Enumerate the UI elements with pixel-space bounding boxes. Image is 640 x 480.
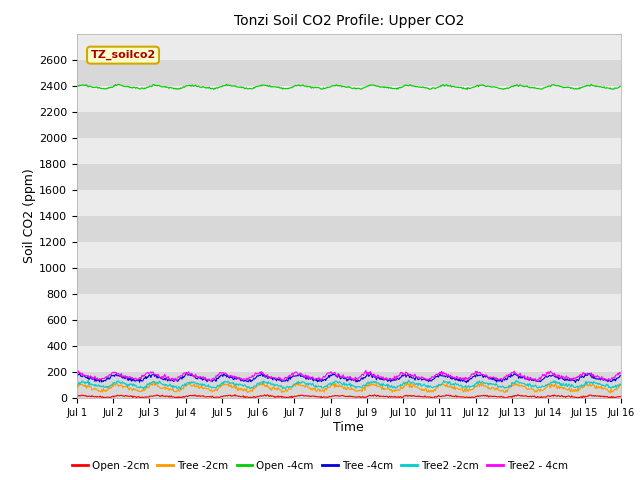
Tree2 - 4cm bbox=[416, 374, 424, 380]
Open -2cm bbox=[83, 394, 90, 399]
Tree -2cm bbox=[431, 388, 439, 394]
Text: TZ_soilco2: TZ_soilco2 bbox=[90, 50, 156, 60]
Tree2 -2cm bbox=[223, 379, 231, 385]
Tree2 -2cm bbox=[139, 385, 147, 391]
Open -4cm bbox=[194, 84, 202, 89]
Tree -4cm bbox=[223, 372, 231, 378]
Tree2 - 4cm bbox=[362, 367, 370, 373]
Open -4cm bbox=[83, 82, 90, 88]
Open -2cm bbox=[223, 393, 230, 398]
Open -4cm bbox=[463, 87, 471, 93]
Tree -4cm bbox=[463, 380, 470, 385]
Bar bbox=[77, 294, 621, 320]
Tree2 -2cm bbox=[177, 386, 184, 392]
Y-axis label: Soil CO2 (ppm): Soil CO2 (ppm) bbox=[23, 168, 36, 264]
Open -4cm bbox=[588, 82, 595, 87]
Tree2 - 4cm bbox=[617, 370, 625, 376]
Tree2 - 4cm bbox=[223, 372, 230, 377]
Bar bbox=[77, 190, 621, 216]
Open -2cm bbox=[73, 394, 81, 399]
Line: Tree -4cm: Tree -4cm bbox=[77, 372, 621, 383]
Open -4cm bbox=[73, 83, 81, 89]
Tree2 -2cm bbox=[433, 384, 440, 389]
Tree -2cm bbox=[606, 390, 614, 396]
Tree -4cm bbox=[431, 373, 439, 379]
Title: Tonzi Soil CO2 Profile: Upper CO2: Tonzi Soil CO2 Profile: Upper CO2 bbox=[234, 14, 464, 28]
Bar bbox=[77, 86, 621, 112]
Tree2 - 4cm bbox=[139, 374, 147, 380]
Tree2 - 4cm bbox=[83, 373, 90, 379]
Bar bbox=[77, 346, 621, 372]
Open -2cm bbox=[194, 394, 202, 399]
Tree -4cm bbox=[83, 374, 90, 380]
Bar bbox=[77, 242, 621, 268]
Tree2 -2cm bbox=[617, 381, 625, 387]
Tree -2cm bbox=[195, 385, 202, 391]
Bar bbox=[77, 372, 621, 398]
Line: Open -4cm: Open -4cm bbox=[77, 84, 621, 90]
Open -2cm bbox=[139, 395, 147, 400]
Tree -4cm bbox=[617, 373, 625, 379]
Tree -2cm bbox=[139, 388, 147, 394]
Tree -4cm bbox=[139, 378, 147, 384]
Open -4cm bbox=[415, 84, 422, 90]
Open -4cm bbox=[617, 83, 625, 89]
Open -2cm bbox=[416, 393, 424, 399]
X-axis label: Time: Time bbox=[333, 421, 364, 434]
Tree -4cm bbox=[416, 376, 424, 382]
Tree2 - 4cm bbox=[532, 379, 540, 384]
Bar bbox=[77, 112, 621, 138]
Open -2cm bbox=[617, 394, 625, 399]
Line: Tree2 - 4cm: Tree2 - 4cm bbox=[77, 370, 621, 382]
Line: Tree -2cm: Tree -2cm bbox=[77, 382, 621, 393]
Open -2cm bbox=[231, 392, 239, 397]
Tree2 -2cm bbox=[417, 381, 424, 386]
Tree2 - 4cm bbox=[73, 371, 81, 376]
Bar bbox=[77, 138, 621, 164]
Tree -2cm bbox=[416, 385, 424, 391]
Tree -2cm bbox=[617, 383, 625, 388]
Open -2cm bbox=[429, 396, 437, 401]
Tree -2cm bbox=[83, 385, 90, 391]
Open -4cm bbox=[139, 85, 147, 91]
Tree2 - 4cm bbox=[194, 373, 202, 379]
Bar bbox=[77, 34, 621, 60]
Tree -4cm bbox=[195, 375, 202, 381]
Tree2 -2cm bbox=[73, 383, 81, 389]
Legend: Open -2cm, Tree -2cm, Open -4cm, Tree -4cm, Tree2 -2cm, Tree2 - 4cm: Open -2cm, Tree -2cm, Open -4cm, Tree -4… bbox=[68, 456, 572, 475]
Bar bbox=[77, 320, 621, 346]
Open -2cm bbox=[433, 394, 440, 400]
Line: Tree2 -2cm: Tree2 -2cm bbox=[77, 380, 621, 389]
Bar bbox=[77, 164, 621, 190]
Tree -2cm bbox=[150, 379, 158, 385]
Tree -2cm bbox=[223, 382, 231, 387]
Tree -2cm bbox=[73, 383, 81, 389]
Tree2 - 4cm bbox=[431, 372, 439, 378]
Tree2 -2cm bbox=[83, 380, 90, 385]
Line: Open -2cm: Open -2cm bbox=[77, 395, 621, 398]
Tree2 -2cm bbox=[195, 381, 202, 387]
Tree2 -2cm bbox=[405, 377, 413, 383]
Tree -4cm bbox=[182, 370, 190, 375]
Open -4cm bbox=[223, 82, 230, 87]
Bar bbox=[77, 216, 621, 242]
Tree -4cm bbox=[73, 374, 81, 380]
Bar bbox=[77, 268, 621, 294]
Bar bbox=[77, 60, 621, 86]
Open -4cm bbox=[431, 85, 438, 91]
